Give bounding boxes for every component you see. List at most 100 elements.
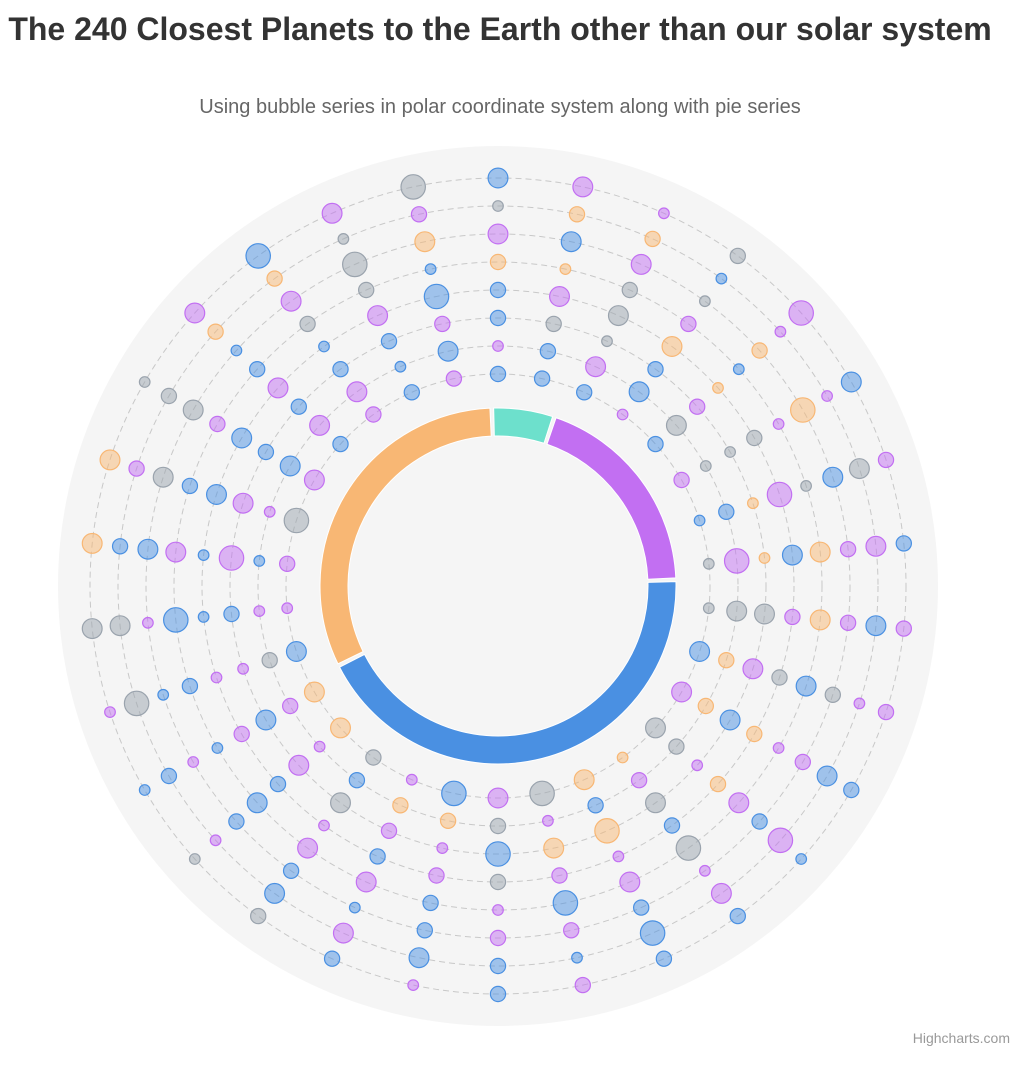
planet-bubble[interactable] — [358, 281, 375, 299]
planet-bubble[interactable] — [99, 449, 121, 471]
planet-bubble[interactable] — [206, 484, 228, 506]
planet-bubble[interactable] — [283, 507, 310, 534]
planet-bubble[interactable] — [601, 335, 613, 348]
planet-bubble[interactable] — [138, 376, 151, 388]
planet-bubble[interactable] — [630, 253, 652, 275]
planet-bubble[interactable] — [489, 929, 507, 947]
planet-bubble[interactable] — [543, 837, 565, 859]
planet-bubble[interactable] — [280, 290, 302, 312]
planet-bubble[interactable] — [279, 455, 301, 477]
planet-bubble[interactable] — [665, 414, 687, 436]
planet-bubble[interactable] — [218, 545, 245, 571]
planet-bubble[interactable] — [616, 751, 629, 764]
planet-bubble[interactable] — [607, 305, 629, 327]
planet-bubble[interactable] — [332, 435, 349, 453]
planet-bubble[interactable] — [658, 207, 670, 220]
pie-slice-teal[interactable] — [493, 407, 554, 444]
planet-bubble[interactable] — [487, 787, 509, 809]
planet-bubble[interactable] — [111, 538, 129, 555]
planet-bubble[interactable] — [784, 608, 801, 626]
planet-bubble[interactable] — [865, 535, 887, 557]
planet-bubble[interactable] — [673, 471, 690, 489]
planet-bubble[interactable] — [223, 605, 240, 623]
planet-bubble[interactable] — [81, 532, 103, 554]
planet-bubble[interactable] — [822, 466, 844, 488]
planet-bubble[interactable] — [318, 340, 330, 353]
planet-bubble[interactable] — [423, 283, 450, 310]
planet-bubble[interactable] — [321, 202, 343, 224]
planet-bubble[interactable] — [751, 813, 768, 830]
planet-bubble[interactable] — [729, 247, 747, 265]
planet-bubble[interactable] — [441, 780, 467, 807]
planet-bubble[interactable] — [877, 451, 895, 469]
planet-bubble[interactable] — [414, 231, 436, 253]
planet-bubble[interactable] — [747, 497, 759, 510]
planet-bubble[interactable] — [715, 272, 728, 285]
planet-bubble[interactable] — [428, 867, 445, 884]
planet-bubble[interactable] — [233, 725, 250, 743]
highcharts-credits[interactable]: Highcharts.com — [912, 1030, 1010, 1046]
planet-bubble[interactable] — [237, 662, 250, 675]
planet-bubble[interactable] — [771, 669, 788, 686]
pie-slice-blue[interactable] — [338, 581, 677, 765]
planet-bubble[interactable] — [489, 365, 507, 383]
planet-bubble[interactable] — [436, 842, 449, 854]
planet-bubble[interactable] — [348, 772, 366, 789]
planet-bubble[interactable] — [392, 797, 409, 814]
planet-bubble[interactable] — [895, 535, 913, 552]
planet-bubble[interactable] — [209, 415, 226, 433]
planet-bubble[interactable] — [210, 671, 223, 684]
planet-bubble[interactable] — [560, 231, 582, 253]
planet-bubble[interactable] — [249, 361, 266, 378]
planet-bubble[interactable] — [853, 697, 866, 710]
planet-bubble[interactable] — [228, 813, 245, 830]
planet-bubble[interactable] — [746, 429, 763, 447]
planet-bubble[interactable] — [487, 167, 509, 189]
planet-bubble[interactable] — [587, 797, 604, 814]
planet-bubble[interactable] — [407, 979, 420, 991]
planet-bubble[interactable] — [774, 325, 787, 338]
planet-bubble[interactable] — [633, 899, 650, 916]
planet-bubble[interactable] — [742, 658, 764, 680]
planet-bubble[interactable] — [403, 384, 420, 401]
planet-bubble[interactable] — [137, 538, 159, 560]
planet-bubble[interactable] — [485, 841, 511, 867]
planet-bubble[interactable] — [848, 458, 870, 480]
planet-bubble[interactable] — [795, 853, 808, 865]
planet-bubble[interactable] — [661, 336, 683, 358]
planet-bubble[interactable] — [282, 862, 300, 880]
planet-bubble[interactable] — [232, 492, 254, 514]
planet-bubble[interactable] — [157, 688, 170, 701]
planet-bubble[interactable] — [230, 344, 243, 357]
planet-bubble[interactable] — [394, 360, 407, 373]
planet-bubble[interactable] — [207, 323, 224, 340]
planet-bubble[interactable] — [365, 749, 382, 766]
planet-bubble[interactable] — [548, 286, 570, 308]
planet-bubble[interactable] — [184, 302, 206, 324]
planet-bubble[interactable] — [647, 361, 664, 378]
planet-bubble[interactable] — [644, 792, 666, 814]
planet-bubble[interactable] — [263, 505, 276, 518]
planet-bubble[interactable] — [571, 951, 583, 964]
planet-bubble[interactable] — [380, 822, 398, 840]
planet-bubble[interactable] — [257, 443, 275, 461]
planet-bubble[interactable] — [529, 780, 555, 807]
planet-bubble[interactable] — [628, 381, 650, 403]
planet-bubble[interactable] — [380, 333, 398, 350]
planet-bubble[interactable] — [647, 435, 664, 453]
planet-bubble[interactable] — [323, 950, 341, 967]
planet-bubble[interactable] — [489, 957, 507, 975]
planet-bubble[interactable] — [574, 976, 592, 994]
planet-bubble[interactable] — [539, 343, 557, 360]
planet-bubble[interactable] — [542, 814, 554, 827]
planet-bubble[interactable] — [839, 541, 857, 558]
planet-bubble[interactable] — [619, 871, 641, 893]
planet-bubble[interactable] — [81, 618, 103, 640]
planet-bubble[interactable] — [781, 544, 803, 566]
planet-bubble[interactable] — [568, 206, 586, 223]
planet-bubble[interactable] — [709, 775, 727, 793]
planet-bubble[interactable] — [621, 281, 639, 299]
planet-bubble[interactable] — [712, 382, 724, 394]
planet-bubble[interactable] — [697, 697, 715, 715]
planet-bubble[interactable] — [576, 384, 593, 401]
